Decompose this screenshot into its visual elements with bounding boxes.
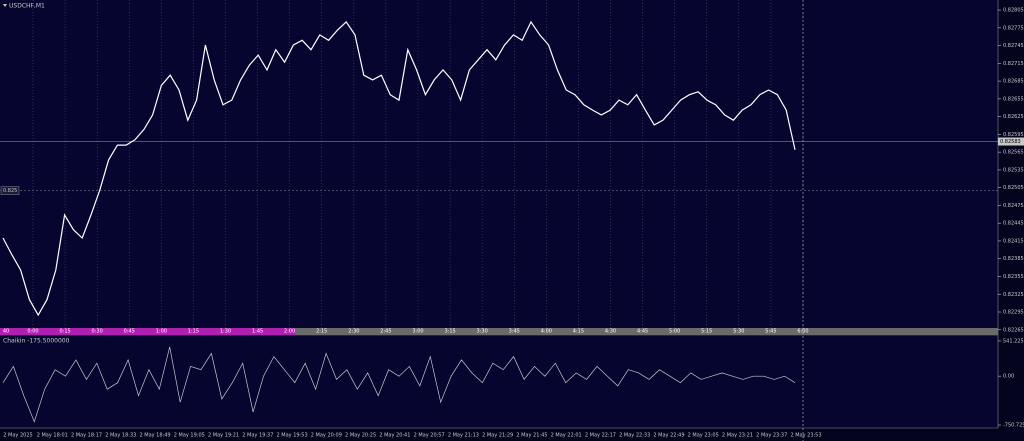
bid-label: 0.82583: [1000, 139, 1021, 145]
y-tick-label: 0.82715: [1003, 61, 1024, 67]
y-tick-label: 0.82625: [1003, 114, 1024, 120]
x-tick-label: 2 May 23:37: [756, 433, 787, 439]
y-tick-label: 0.82535: [1003, 167, 1024, 173]
x-tick-label: 0:45: [124, 329, 135, 335]
y-tick-label: 0.82505: [1003, 185, 1024, 191]
y-tick-label: 541.225: [1003, 338, 1024, 344]
x-tick-label: 2 May 19:05: [174, 433, 205, 439]
x-tick-label: 5:15: [701, 329, 712, 335]
y-tick-label: 0.82265: [1003, 327, 1024, 333]
y-tick-label: 0.82775: [1003, 25, 1024, 31]
y-tick-label: -750.725: [1003, 423, 1024, 429]
x-tick-label: 2:45: [380, 329, 391, 335]
x-tick-label: 2 May 23:05: [688, 433, 719, 439]
x-tick-label: 2 May 2025: [3, 433, 32, 439]
x-tick-label: 2 May 22:17: [585, 433, 616, 439]
x-tick-label: 5:45: [765, 329, 776, 335]
y-tick-label: 0.82595: [1003, 132, 1024, 138]
y-tick-label: 0.82415: [1003, 238, 1024, 244]
indicator-pane: [0, 336, 998, 428]
x-tick-label: 2:00: [284, 329, 295, 335]
x-tick-label: 2 May 19:21: [208, 433, 239, 439]
session-bar-active: [0, 328, 295, 335]
x-tick-label: 40: [3, 329, 9, 335]
bid-label-box: [998, 137, 1024, 146]
y-tick-label: 0.82445: [1003, 221, 1024, 227]
x-tick-label: 2 May 18:49: [139, 433, 170, 439]
menu-arrow[interactable]: [3, 4, 7, 7]
y-tick-label: 0.82655: [1003, 96, 1024, 102]
x-tick-label: 4:15: [573, 329, 584, 335]
y-tick-label: 0.00: [1003, 374, 1014, 380]
indicator-title: Chaikin -175.5000000: [3, 338, 70, 345]
x-tick-label: 2 May 19:53: [277, 433, 308, 439]
x-tick-label: 3:00: [412, 329, 423, 335]
x-tick-label: 1:45: [252, 329, 263, 335]
y-tick-label: 0.82355: [1003, 274, 1024, 280]
price-line: [2, 20, 796, 317]
x-tick-label: 2 May 22:01: [551, 433, 582, 439]
x-tick-label: 0:00: [27, 329, 38, 335]
x-tick-label: 4:45: [637, 329, 648, 335]
price-line: [2, 346, 796, 423]
x-tick-label: 2 May 20:09: [311, 433, 342, 439]
x-tick-label: 2 May 21:45: [516, 433, 547, 439]
x-tick-label: 2:15: [316, 329, 327, 335]
x-tick-label: 0:30: [92, 329, 103, 335]
x-tick-label: 2 May 20:57: [414, 433, 445, 439]
x-tick-label: 2 May 18:01: [37, 433, 68, 439]
x-tick-label: 2 May 21:13: [448, 433, 479, 439]
x-tick-label: 5:30: [733, 329, 744, 335]
x-tick-label: 2 May 22:49: [653, 433, 684, 439]
x-tick-label: 2:30: [348, 329, 359, 335]
x-tick-label: 0:15: [59, 329, 70, 335]
window-title: USDCHF,M1: [9, 3, 45, 10]
x-tick-label: 1:30: [220, 329, 231, 335]
level-label-box: [0, 186, 20, 195]
x-tick-label: 5:00: [669, 329, 680, 335]
x-tick-label: 2 May 23:53: [790, 433, 821, 439]
x-tick-label: 4:00: [541, 329, 552, 335]
x-tick-label: 1:15: [188, 329, 199, 335]
y-tick-label: 0.82475: [1003, 203, 1024, 209]
x-tick-label: 4:30: [605, 329, 616, 335]
session-bar: [0, 328, 998, 335]
price-pane: [0, 0, 998, 328]
x-tick-label: 2 May 21:29: [482, 433, 513, 439]
x-tick-label: 2 May 20:25: [345, 433, 376, 439]
x-tick-label: 3:15: [444, 329, 455, 335]
x-tick-label: 2 May 23:21: [722, 433, 753, 439]
y-tick-label: 0.82805: [1003, 8, 1024, 14]
y-tick-label: 0.82745: [1003, 43, 1024, 49]
level-label: 0.825: [3, 188, 17, 194]
y-tick-label: 0.82565: [1003, 150, 1024, 156]
x-tick-label: 6:00: [797, 329, 808, 335]
x-tick-label: 1:00: [156, 329, 167, 335]
y-tick-label: 0.82685: [1003, 79, 1024, 85]
x-tick-label: 2 May 18:33: [105, 433, 136, 439]
x-tick-label: 2 May 19:37: [242, 433, 273, 439]
x-tick-label: 3:30: [477, 329, 488, 335]
x-tick-label: 3:45: [509, 329, 520, 335]
y-tick-label: 0.82295: [1003, 310, 1024, 316]
x-tick-label: 2 May 20:41: [379, 433, 410, 439]
x-tick-label: 2 May 18:17: [71, 433, 102, 439]
y-tick-label: 0.82385: [1003, 256, 1024, 262]
x-tick-label: 2 May 22:33: [619, 433, 650, 439]
y-tick-label: 0.82325: [1003, 292, 1024, 298]
